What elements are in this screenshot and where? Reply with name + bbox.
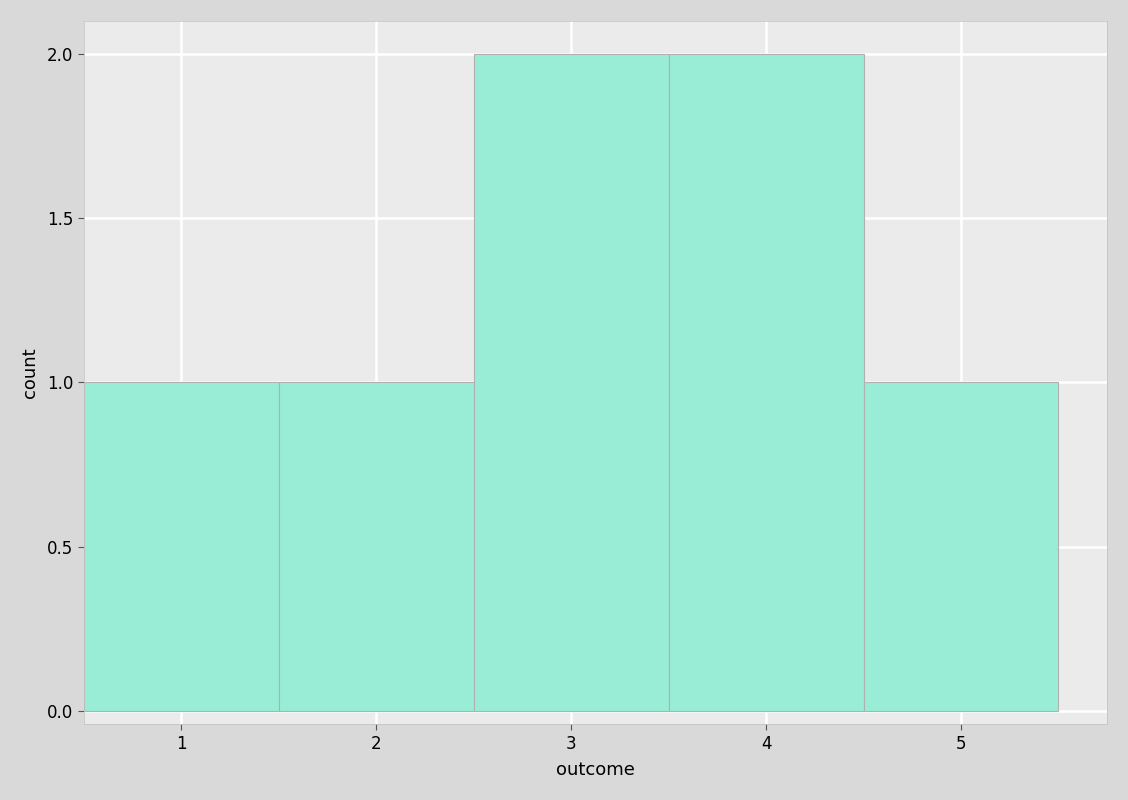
Bar <box>864 382 1058 711</box>
Y-axis label: count: count <box>20 347 38 398</box>
X-axis label: outcome: outcome <box>556 761 635 779</box>
Bar <box>83 382 279 711</box>
Bar <box>669 54 864 711</box>
Bar <box>279 382 474 711</box>
Bar <box>474 54 669 711</box>
